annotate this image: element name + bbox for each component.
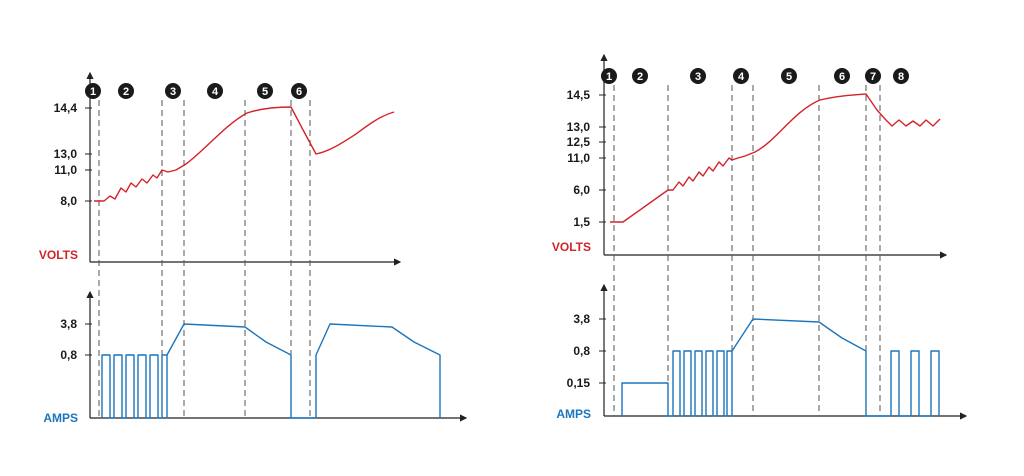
right-volts-tick-label: 6,0 [573, 183, 590, 197]
left-amps-series-line [101, 323, 441, 419]
left-volts-tick-label: 13,0 [54, 147, 78, 161]
left-volts-tick-labels: 14,4 13,0 11,0 8,0 [54, 101, 78, 208]
right-volts-tick-label: 12,5 [567, 135, 591, 149]
right-phase-badge: 4 [733, 68, 749, 84]
right-phase-number: 7 [870, 71, 876, 83]
right-phase-badge: 8 [893, 68, 909, 84]
left-phase-badge: 5 [257, 83, 273, 99]
right-volts-tick-label: 1,5 [573, 215, 590, 229]
right-volts-series-line [610, 93, 941, 223]
left-phase-number: 6 [296, 86, 302, 98]
right-amps-tick-label: 0,15 [567, 376, 591, 390]
left-phase-badge: 1 [85, 83, 101, 99]
right-volts-tick-label: 13,0 [567, 120, 591, 134]
left-volts-tick-label: 14,4 [54, 101, 78, 115]
right-phase-badge: 7 [865, 68, 881, 84]
right-amps-series-line [621, 318, 940, 417]
right-phase-number: 8 [898, 71, 904, 83]
chart-left: 14,4 13,0 11,0 8,0 3,8 0,8 VOLTS AMPS 1 [39, 71, 468, 425]
left-phase-number: 4 [212, 86, 219, 98]
left-phase-badges: 1 2 3 4 5 6 [85, 83, 307, 99]
right-phase-number: 6 [839, 71, 845, 83]
right-phase-number: 5 [786, 71, 792, 83]
right-phase-boundaries [613, 85, 881, 416]
left-phase-number: 3 [170, 86, 176, 98]
right-phase-number: 1 [606, 71, 612, 83]
right-phase-badge: 5 [781, 68, 797, 84]
left-phase-number: 1 [90, 86, 96, 98]
left-phase-number: 5 [262, 86, 268, 98]
left-amps-tick-label: 0,8 [60, 348, 77, 362]
right-amps-tick-labels: 3,8 0,8 0,15 [567, 312, 591, 390]
right-phase-badge: 3 [690, 68, 706, 84]
left-volts-tick-label: 8,0 [60, 194, 77, 208]
right-amps-tick-label: 0,8 [573, 344, 590, 358]
right-phase-badge: 2 [632, 68, 648, 84]
chart-right: 14,5 13,0 12,5 11,0 6,0 1,5 3,8 0,8 0,15… [552, 53, 968, 421]
right-phase-badge: 6 [834, 68, 850, 84]
right-phase-badges: 1 2 3 4 5 6 7 [601, 68, 909, 84]
right-phase-number: 4 [738, 71, 745, 83]
left-phase-badge: 2 [118, 83, 134, 99]
left-volts-tick-label: 11,0 [54, 163, 77, 177]
right-amps-tick-label: 3,8 [573, 312, 590, 326]
left-phase-badge: 3 [165, 83, 181, 99]
left-amps-tick-label: 3,8 [60, 317, 77, 331]
right-amps-axis-label: AMPS [556, 407, 591, 421]
right-phase-badge: 1 [601, 68, 617, 84]
left-amps-tick-labels: 3,8 0,8 [60, 317, 77, 362]
right-volts-tick-labels: 14,5 13,0 12,5 11,0 6,0 1,5 [567, 88, 591, 229]
left-volts-series-line [94, 106, 395, 202]
left-phase-badge: 6 [291, 83, 307, 99]
left-amps-axes [85, 290, 468, 422]
left-phase-badge: 4 [207, 83, 223, 99]
right-volts-axis-label: VOLTS [552, 240, 591, 254]
left-volts-axes [85, 71, 402, 266]
right-volts-tick-label: 11,0 [567, 151, 590, 165]
left-phase-number: 2 [123, 86, 129, 98]
left-volts-axis-label: VOLTS [39, 248, 78, 262]
right-phase-number: 3 [695, 71, 701, 83]
right-phase-number: 2 [637, 71, 643, 83]
right-volts-axes [599, 53, 948, 259]
right-volts-tick-label: 14,5 [567, 88, 591, 102]
left-amps-axis-label: AMPS [43, 411, 78, 425]
